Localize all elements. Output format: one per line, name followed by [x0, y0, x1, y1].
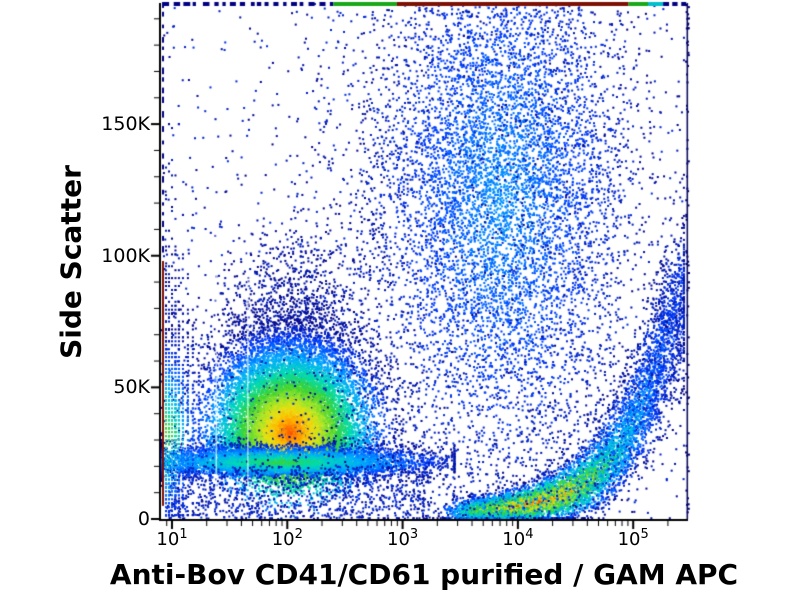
y-tick-label-0: 0	[137, 508, 150, 530]
y-tick-label-150K: 150K	[101, 113, 150, 136]
x-tick-label-10e4: 104	[502, 527, 534, 550]
x-axis-title: Anti-Bov CD41/CD61 purified / GAM APC	[109, 558, 739, 591]
x-tick-label-10e1: 101	[156, 527, 188, 550]
x-tick-label-10e3: 103	[387, 527, 419, 550]
y-tick-label-50K: 50K	[113, 376, 150, 399]
y-tick-label-100K: 100K	[101, 244, 150, 267]
y-axis-title: Side Scatter	[54, 165, 88, 359]
x-tick-label-10e5: 105	[617, 527, 649, 550]
x-tick-label-10e2: 102	[271, 527, 303, 550]
